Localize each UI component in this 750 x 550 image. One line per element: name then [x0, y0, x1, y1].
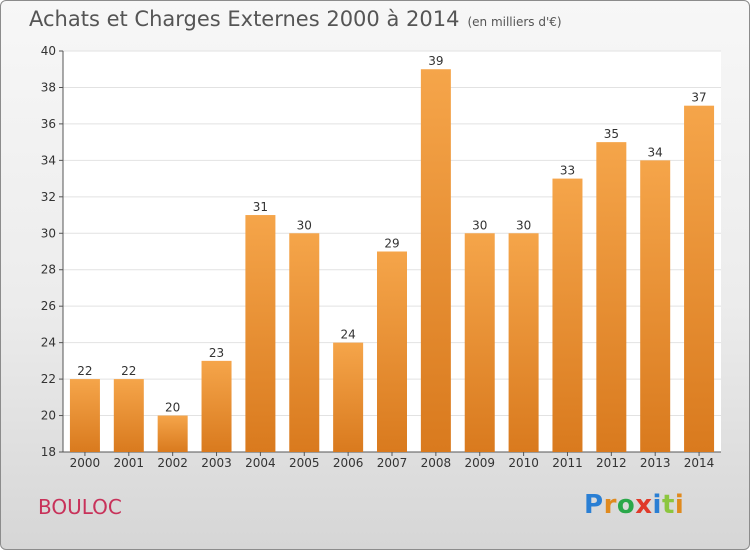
x-tick-label: 2014: [684, 456, 715, 470]
y-tick-label: 26: [41, 299, 56, 313]
logo-letter: P: [584, 490, 604, 520]
bar-value-label: 33: [560, 164, 575, 178]
bar-value-label: 23: [209, 346, 224, 360]
bar: [333, 342, 364, 452]
bar-value-label: 34: [648, 145, 663, 159]
bar-value-label: 30: [516, 218, 531, 232]
bar: [377, 251, 407, 452]
bar: [245, 215, 276, 452]
logo-letter: t: [661, 490, 675, 520]
logo-letter: o: [616, 490, 636, 520]
x-tick-label: 2000: [70, 456, 101, 470]
bar: [684, 105, 715, 452]
bar: [596, 142, 627, 453]
y-tick-label: 32: [41, 190, 56, 204]
x-tick-label: 2002: [157, 456, 188, 470]
x-tick-label: 2011: [552, 456, 583, 470]
x-tick-label: 2013: [640, 456, 671, 470]
y-tick-label: 38: [41, 80, 56, 94]
bar: [289, 233, 320, 452]
x-tick-label: 2006: [333, 456, 364, 470]
chart-title-block: Achats et Charges Externes 2000 à 2014 (e…: [29, 7, 562, 31]
bar-value-label: 20: [165, 401, 180, 415]
x-tick-label: 2001: [114, 456, 145, 470]
bar-value-label: 35: [604, 127, 619, 141]
x-tick-label: 2012: [596, 456, 627, 470]
x-tick-label: 2007: [377, 456, 408, 470]
bar: [201, 360, 232, 452]
chart-subtitle: (en milliers d'€): [467, 15, 562, 29]
bar: [113, 379, 144, 452]
y-tick-label: 30: [41, 226, 56, 240]
y-tick-label: 22: [41, 372, 56, 386]
bar: [157, 415, 188, 452]
y-tick-label: 24: [41, 336, 56, 350]
bar: [640, 160, 671, 452]
bar-value-label: 31: [253, 200, 268, 214]
bar-value-label: 22: [121, 364, 136, 378]
bar: [464, 233, 495, 452]
bar-value-label: 37: [691, 91, 706, 105]
bar: [508, 233, 539, 452]
bar-value-label: 39: [428, 54, 443, 68]
logo-letter: x: [635, 490, 653, 520]
x-tick-label: 2009: [464, 456, 495, 470]
bar-value-label: 30: [472, 218, 487, 232]
bar-value-label: 24: [340, 328, 355, 342]
x-tick-label: 2010: [508, 456, 539, 470]
x-tick-label: 2005: [289, 456, 320, 470]
commune-name: BOULOC: [38, 495, 122, 519]
bar-value-label: 30: [297, 218, 312, 232]
logo-letter: i: [652, 490, 662, 520]
bar: [552, 178, 583, 452]
chart-title: Achats et Charges Externes 2000 à 2014: [29, 7, 460, 31]
bar-value-label: 22: [77, 364, 92, 378]
proxiti-logo: Proxiti: [584, 490, 684, 520]
bar-value-label: 29: [384, 237, 399, 251]
bar: [69, 379, 100, 452]
y-tick-label: 28: [41, 263, 56, 277]
bar: [420, 69, 451, 453]
logo-letter: r: [603, 490, 617, 520]
y-tick-label: 40: [41, 44, 56, 58]
y-tick-label: 18: [41, 445, 56, 459]
logo-letter: i: [674, 490, 685, 520]
y-tick-label: 34: [41, 153, 56, 167]
y-tick-label: 20: [41, 409, 56, 423]
x-tick-label: 2008: [421, 456, 452, 470]
y-tick-label: 36: [41, 117, 56, 131]
x-tick-label: 2003: [201, 456, 232, 470]
x-tick-label: 2004: [245, 456, 276, 470]
